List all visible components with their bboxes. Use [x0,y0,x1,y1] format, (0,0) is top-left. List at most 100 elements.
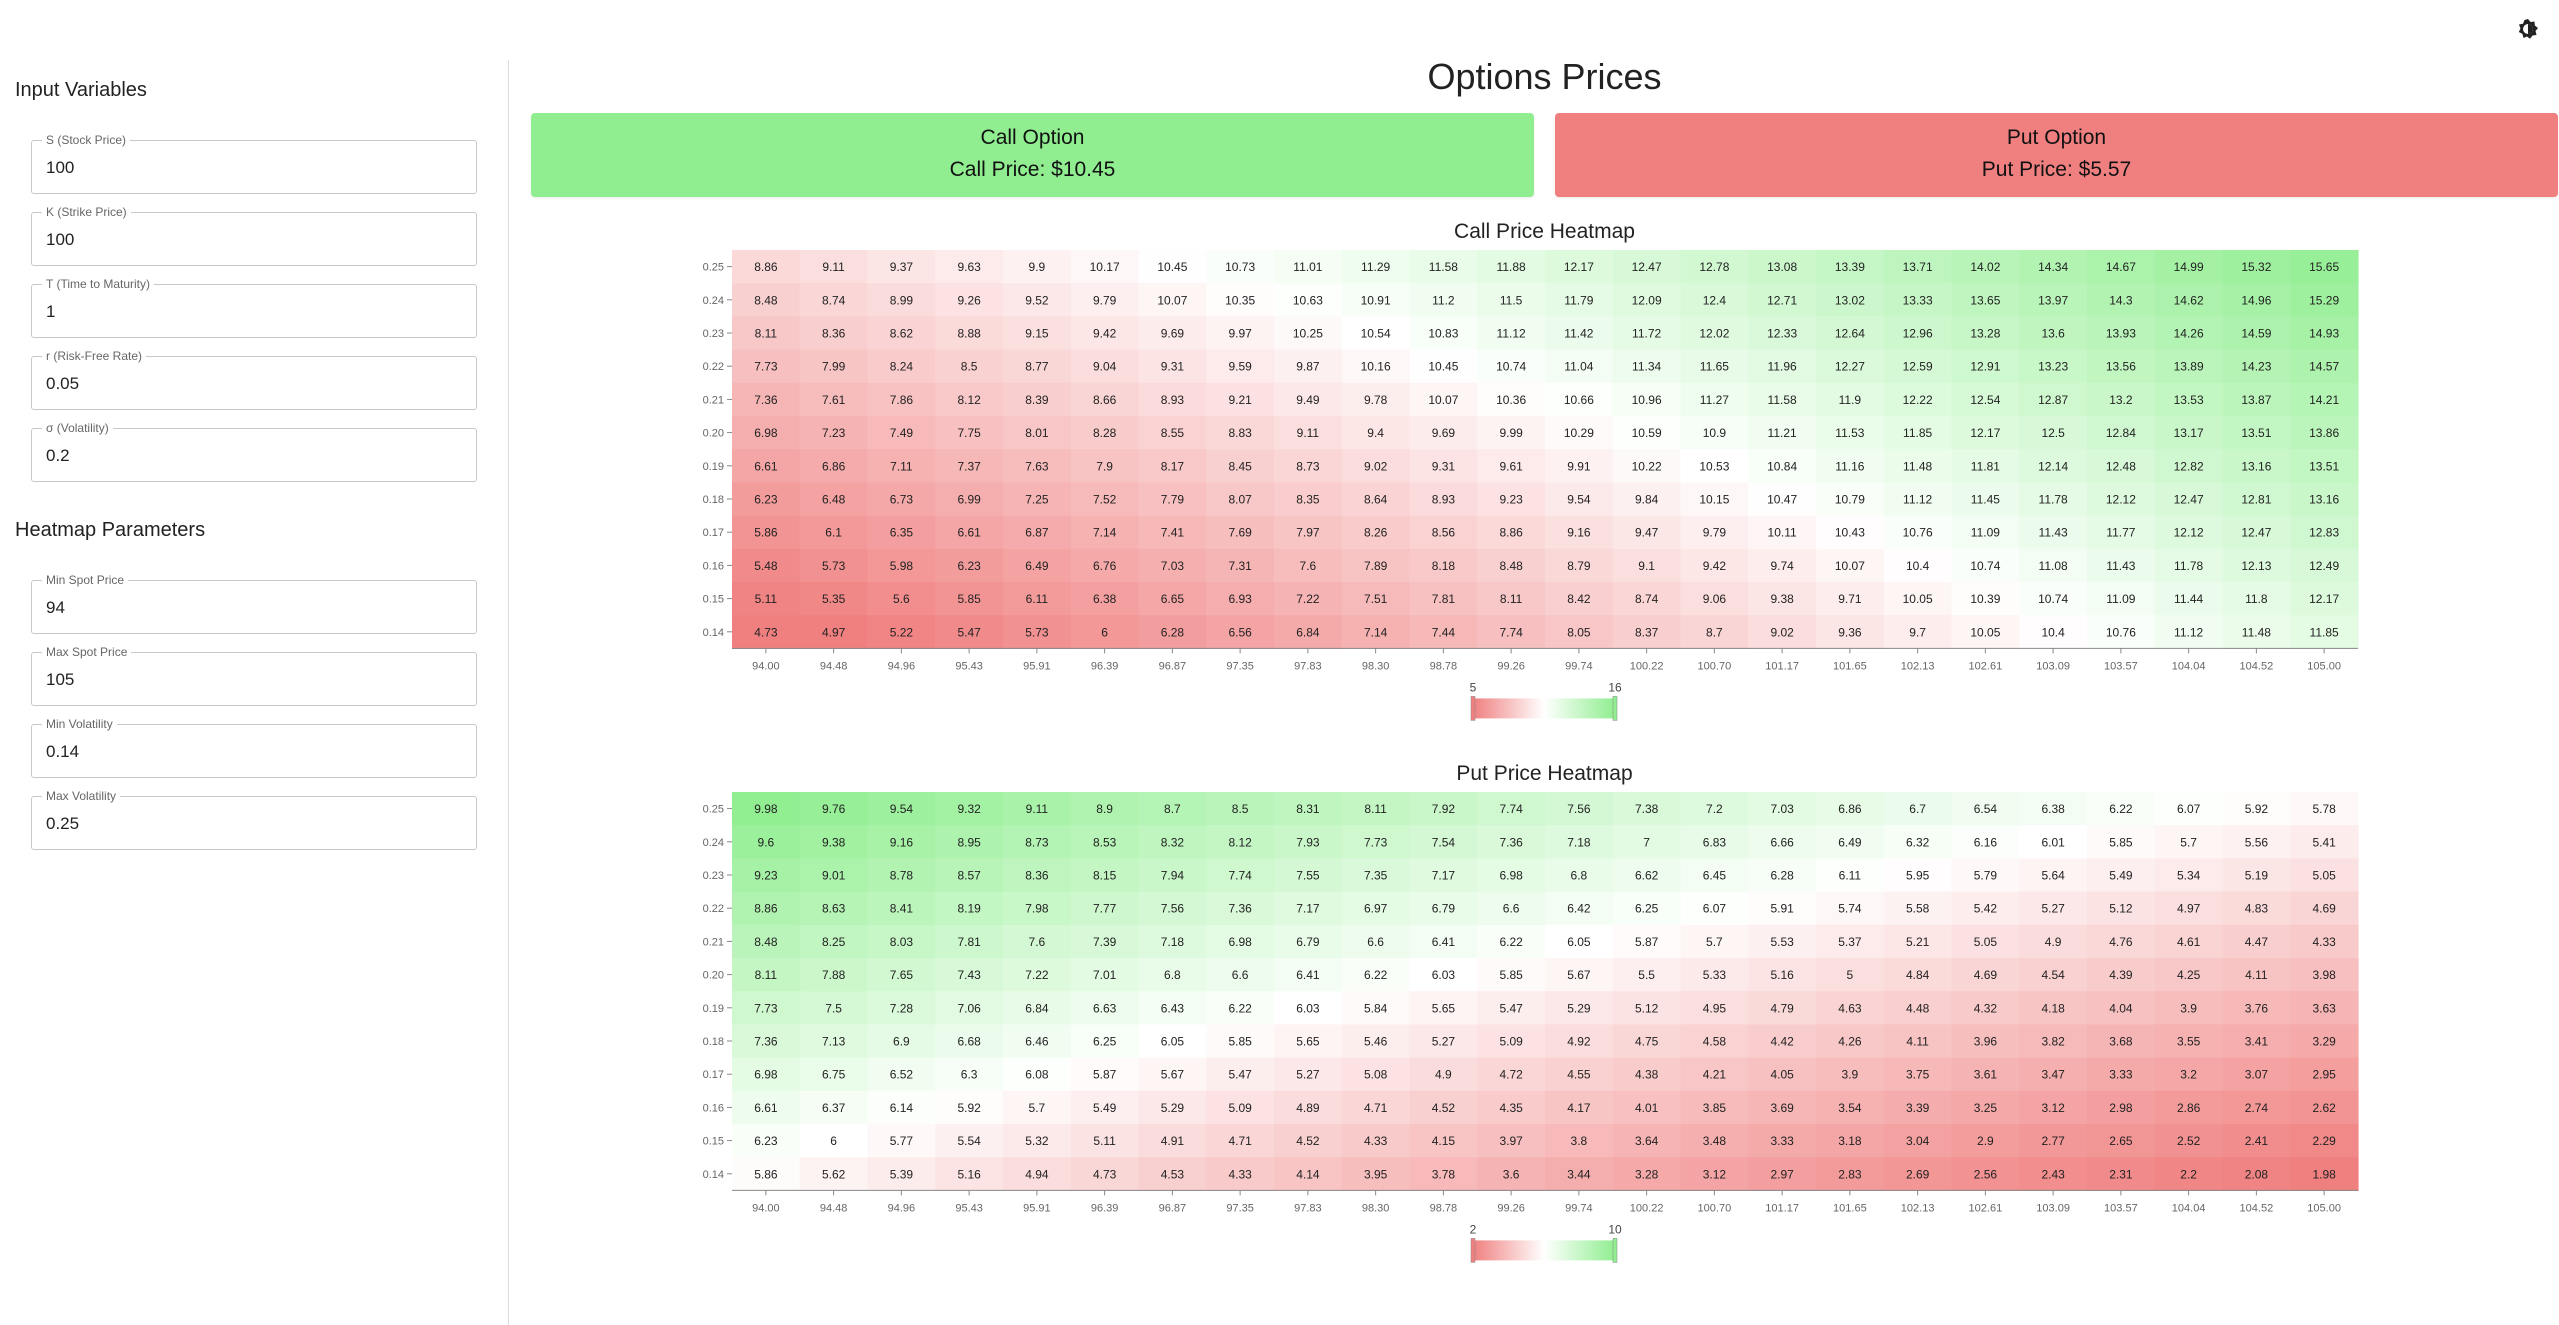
heatmap-cell [1612,382,1682,417]
x-tick-label: 94.48 [820,660,848,672]
heatmap-cell-label: 6.23 [957,559,981,573]
heatmap-cell [1341,615,1411,649]
call-option-title: Call Option [980,126,1085,149]
heatmap-cell-label: 5.47 [1499,1001,1523,1015]
heatmap-cell-label: 4.18 [2041,1001,2065,1015]
heatmap-cell [2019,891,2088,926]
heatmap-cell-label: 8.28 [1093,426,1117,440]
time-to-maturity-field[interactable]: T (Time to Maturity) 1 [31,276,477,338]
heatmap-cell [1612,958,1682,992]
heatmap-cell-label: 13.16 [2309,493,2339,507]
heatmap-cell-label: 7.69 [1228,526,1252,540]
heatmap-cell [2019,416,2088,450]
heatmap-cell [1003,924,1072,959]
heatmap-cell-label: 7.18 [1567,835,1591,849]
heatmap-cell [732,1124,801,1158]
heatmap-cell [2087,858,2156,893]
heatmap-cell-label: 6.1 [825,526,842,540]
heatmap-cell [2019,582,2088,616]
heatmap-cell-label: 11.34 [1632,360,1661,374]
heatmap-cell [2087,482,2156,517]
heatmap-cell-label: 10.05 [1903,592,1933,606]
heatmap-cell [1748,1057,1817,1092]
field-value: 0.2 [46,446,70,465]
heatmap-cell [2290,991,2359,1025]
heatmap-cell [1680,891,1749,926]
heatmap-cell [799,582,869,616]
heatmap-cell-label: 9.32 [957,802,981,816]
colorbar-max-handle[interactable] [1612,1238,1618,1263]
min-spot-price-field[interactable]: Min Spot Price 94 [31,572,477,634]
heatmap-cell-label: 5.09 [1228,1101,1252,1115]
heatmap-cell-label: 2.97 [1770,1167,1794,1181]
heatmap-cell [1816,1157,1885,1191]
heatmap-cell-label: 11.45 [1971,493,2000,507]
heatmap-cell [935,858,1004,893]
min-volatility-field[interactable]: Min Volatility 0.14 [31,716,477,778]
heatmap-cell [1545,924,1614,959]
heatmap-cell [2290,416,2359,450]
heatmap-cell [1138,582,1207,616]
heatmap-cell [799,482,869,517]
colorbar-min-handle[interactable] [1470,696,1476,721]
heatmap-cell-label: 2.52 [2177,1134,2201,1148]
heatmap-cell [2154,991,2224,1025]
heatmap-cell [1951,316,2020,351]
heatmap-cell [1409,283,1478,317]
max-volatility-field[interactable]: Max Volatility 0.25 [31,788,477,850]
heatmap-cell-label: 5.09 [1499,1035,1523,1049]
heatmap-cell [1612,449,1682,483]
heatmap-cell [1070,482,1140,517]
heatmap-cell [935,582,1004,616]
heatmap-cell [1341,1024,1411,1059]
heatmap-cell-label: 12.09 [1632,293,1662,307]
heatmap-cell [2019,858,2088,893]
heatmap-cell-label: 5.85 [1499,968,1523,982]
heatmap-cell [2154,548,2224,583]
colorbar-min-handle[interactable] [1470,1238,1476,1263]
heatmap-cell [1003,515,1072,550]
heatmap-cell [1274,792,1343,826]
heatmap-cell [1883,449,1953,483]
heatmap-cell [935,825,1004,859]
heatmap-cell-label: 6.11 [1026,592,1049,606]
heatmap-cell [1951,1090,2020,1125]
heatmap-cell [1748,582,1817,616]
heatmap-cell-label: 9.23 [1499,493,1523,507]
x-tick-label: 102.13 [1901,1202,1935,1214]
risk-free-rate-field[interactable]: r (Risk-Free Rate) 0.05 [31,348,477,410]
heatmap-cell-label: 5.67 [1161,1068,1185,1082]
field-value: 0.14 [46,742,80,761]
heatmap-cell [1612,825,1682,859]
heatmap-cell-label: 11.16 [1835,459,1864,473]
heatmap-cell-label: 12.5 [2041,426,2065,440]
heatmap-cell [732,482,801,517]
x-tick-label: 99.74 [1565,660,1593,672]
colorbar-max-handle[interactable] [1612,696,1618,721]
heatmap-cell [2222,924,2291,959]
heatmap-cell [2154,1124,2224,1158]
brightness-icon[interactable] [2516,17,2540,41]
heatmap-cell [1003,825,1072,859]
heatmap-cell-label: 14.59 [2241,327,2271,341]
heatmap-cell [1138,991,1207,1025]
heatmap-cell [2222,416,2291,450]
heatmap-cell-label: 7.03 [1161,559,1185,573]
y-tick-label: 0.24 [703,837,724,849]
stock-price-field[interactable]: S (Stock Price) 100 [31,132,477,194]
volatility-field[interactable]: σ (Volatility) 0.2 [31,420,477,482]
heatmap-cell-label: 7.14 [1364,625,1388,639]
heatmap-cell-label: 5.78 [2312,802,2336,816]
heatmap-cell [1748,891,1817,926]
heatmap-cell [1748,858,1817,893]
heatmap-cell [2290,615,2359,649]
heatmap-cell-label: 2.86 [2177,1101,2201,1115]
max-spot-price-field[interactable]: Max Spot Price 105 [31,644,477,706]
heatmap-cell [1003,1024,1072,1059]
strike-price-field[interactable]: K (Strike Price) 100 [31,204,477,266]
heatmap-cell-label: 4.91 [1161,1134,1185,1148]
heatmap-cell-label: 6.83 [1703,835,1727,849]
heatmap-cell-label: 12.17 [1564,260,1594,274]
x-tick-label: 97.83 [1294,1202,1322,1214]
heatmap-cell-label: 5.79 [1974,869,1998,883]
